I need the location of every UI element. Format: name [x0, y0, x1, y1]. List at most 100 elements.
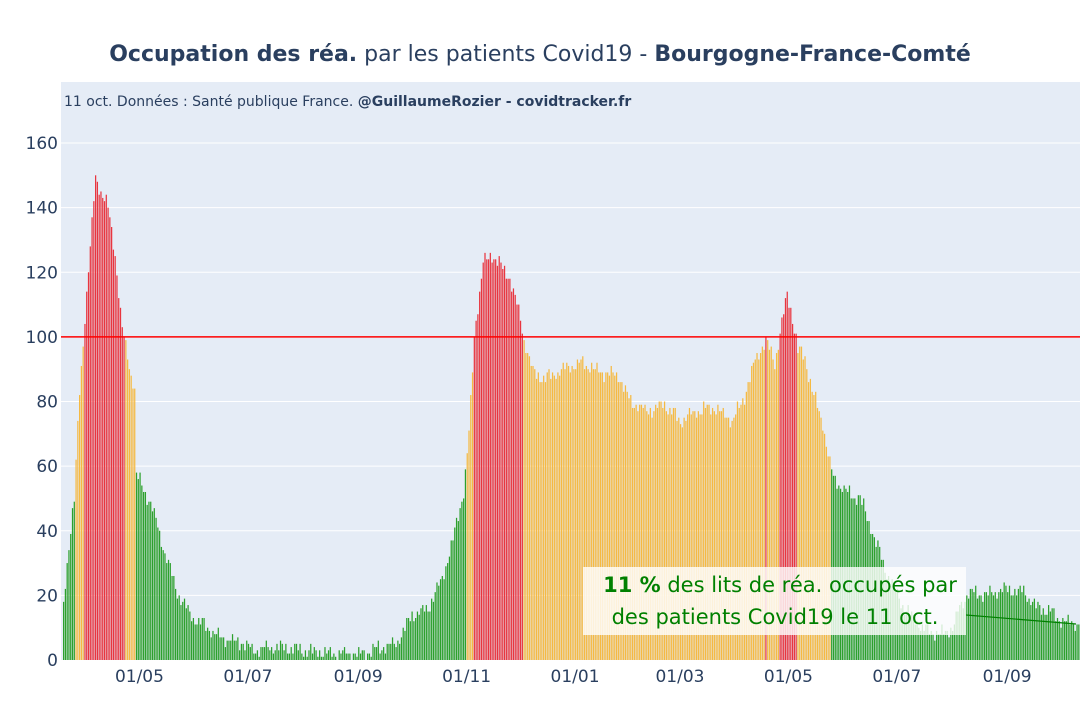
- bar: [999, 588, 1002, 660]
- bar: [404, 630, 406, 660]
- bar: [690, 414, 692, 660]
- bar: [672, 407, 675, 660]
- bar: [950, 627, 952, 660]
- bar: [285, 643, 287, 660]
- bar: [975, 585, 977, 660]
- bar: [738, 407, 740, 660]
- bar: [800, 346, 803, 660]
- bar: [247, 643, 250, 660]
- bar: [447, 563, 449, 660]
- bar: [109, 217, 111, 660]
- bar: [699, 414, 701, 660]
- bar: [233, 640, 235, 660]
- annotation-line1-rest: des lits de réa. occupés par: [661, 573, 958, 597]
- x-axis: 01/05 01/07 01/09 01/11 01/01 01/03 01/05 01/07…: [115, 667, 1032, 687]
- bar: [224, 647, 227, 660]
- bar: [486, 259, 488, 660]
- bar: [1037, 601, 1039, 660]
- bar: [695, 417, 698, 660]
- bar: [939, 634, 941, 660]
- bar: [1030, 605, 1032, 660]
- bar: [818, 411, 820, 660]
- bar: [1035, 608, 1037, 660]
- bar: [708, 404, 710, 660]
- bar: [199, 624, 202, 660]
- bar: [747, 382, 749, 660]
- bar: [182, 601, 184, 660]
- bar: [633, 407, 635, 660]
- annotation-unit: %: [632, 573, 660, 597]
- bar: [84, 323, 86, 660]
- bar: [187, 605, 189, 660]
- bar: [384, 653, 387, 660]
- bar: [436, 582, 438, 660]
- bar: [1014, 588, 1016, 660]
- bar: [425, 605, 427, 660]
- bar: [788, 307, 790, 660]
- bar: [596, 362, 598, 660]
- bar: [413, 621, 415, 660]
- bar: [809, 378, 811, 660]
- bar: [434, 592, 436, 660]
- bar: [553, 375, 555, 660]
- chart-title-part1: Occupation des réa.: [109, 42, 358, 67]
- bar: [1076, 624, 1078, 660]
- bar: [711, 407, 714, 660]
- bar: [262, 647, 264, 660]
- bar: [582, 356, 584, 660]
- bar: [966, 595, 968, 661]
- bar: [562, 362, 564, 660]
- bar: [662, 407, 664, 660]
- bar: [509, 278, 511, 660]
- bar: [571, 365, 573, 660]
- bar: [141, 485, 143, 660]
- bar: [1042, 608, 1044, 660]
- bar: [630, 395, 632, 660]
- y-tick-label: 160: [26, 134, 58, 154]
- bar: [295, 643, 298, 660]
- bar: [130, 375, 132, 660]
- bar: [598, 372, 600, 660]
- x-tick-label: 01/03: [655, 667, 704, 687]
- bar: [726, 417, 728, 660]
- bar: [548, 369, 550, 660]
- bar: [507, 278, 509, 660]
- bar: [82, 346, 84, 660]
- bar: [948, 637, 950, 660]
- bar: [349, 653, 351, 660]
- bar: [340, 653, 342, 660]
- bar: [1056, 617, 1059, 660]
- bar: [308, 650, 310, 660]
- y-tick-label: 60: [36, 457, 58, 477]
- bar: [720, 411, 723, 660]
- bar: [438, 585, 440, 660]
- annotation-line1: 11 % des lits de réa. occupés par: [603, 573, 957, 597]
- bar: [678, 417, 680, 660]
- bar: [132, 388, 134, 660]
- bar: [777, 349, 779, 660]
- bar: [167, 559, 170, 660]
- bar: [452, 540, 454, 660]
- bar: [971, 588, 973, 660]
- bar: [263, 647, 266, 660]
- bar: [523, 340, 525, 660]
- y-tick-label: 40: [36, 522, 58, 542]
- bar: [710, 414, 712, 660]
- bar: [749, 382, 751, 660]
- bar: [754, 359, 756, 660]
- bar: [144, 491, 147, 660]
- bar: [304, 650, 307, 660]
- bar: [171, 575, 173, 660]
- bar: [1005, 585, 1007, 660]
- bar: [1051, 608, 1053, 660]
- bar: [704, 407, 707, 660]
- bar: [448, 556, 451, 660]
- bar: [804, 356, 806, 660]
- bar: [905, 611, 907, 660]
- bar: [153, 508, 155, 660]
- bar: [768, 349, 771, 660]
- bar: [96, 181, 99, 660]
- bar: [701, 414, 703, 660]
- bar: [1053, 608, 1055, 660]
- bar: [235, 640, 237, 660]
